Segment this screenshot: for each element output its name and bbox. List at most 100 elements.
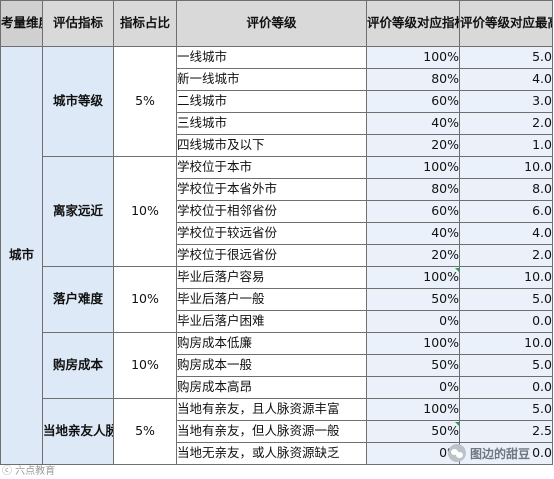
ratio-cell: 60%	[366, 90, 460, 113]
ratio-cell: 80%	[366, 178, 460, 201]
table-row: 毕业后落户一般 50% 5.0	[1, 288, 553, 311]
ratio-cell: 20%	[366, 134, 460, 157]
ratio-cell: 0%	[366, 442, 460, 465]
level-cell: 毕业后落户容易	[176, 266, 367, 289]
level-cell: 购房成本一般	[176, 354, 367, 377]
score-cell: 5.0	[459, 354, 553, 377]
level-cell: 二线城市	[176, 90, 367, 113]
ratio-cell: 100%	[366, 156, 460, 179]
ratio-cell: 100%	[366, 46, 460, 69]
comment-indicator-icon	[454, 421, 459, 426]
level-cell: 一线城市	[176, 46, 367, 69]
comment-indicator-icon	[454, 267, 459, 272]
indicator-cell: 落户难度	[42, 266, 114, 333]
ratio-cell: 100%	[366, 332, 460, 355]
table-row: 新一线城市 80% 4.0	[1, 68, 553, 91]
score-cell: 5.0	[459, 398, 553, 421]
header-weight: 指标占比	[113, 0, 177, 47]
score-cell: 10.0	[459, 332, 553, 355]
table-row: 学校位于很远省份 20% 2.0	[1, 244, 553, 267]
score-cell: 2.0	[459, 112, 553, 135]
table-row: 学校位于较远省份 40% 4.0	[1, 222, 553, 245]
ratio-cell: 40%	[366, 112, 460, 135]
indicator-cell: 购房成本	[42, 332, 114, 399]
table-body: 城市 城市等级 5% 一线城市 100% 5.0 新一线城市 80% 4.0 二线城市 60% 3.0…	[0, 46, 553, 465]
indicator-cell: 当地亲友人脉资源	[42, 398, 114, 465]
level-cell: 新一线城市	[176, 68, 367, 91]
score-cell: 5.0	[459, 288, 553, 311]
score-cell: 2.5	[459, 420, 553, 443]
table-row: 学校位于本省外市 80% 8.0	[1, 178, 553, 201]
level-cell: 购房成本高昂	[176, 376, 367, 399]
level-cell: 四线城市及以下	[176, 134, 367, 157]
score-cell: 0.0	[459, 376, 553, 399]
ratio-cell: 50%	[366, 354, 460, 377]
header-row: 考量维度 评估指标 指标占比 评价等级 评价等级对应指标最高比例 评价等级对应最…	[0, 0, 553, 47]
score-cell: 2.0	[459, 244, 553, 267]
table-row: 四线城市及以下 20% 1.0	[1, 134, 553, 157]
level-cell: 学校位于相邻省份	[176, 200, 367, 223]
weight-cell: 5%	[113, 398, 177, 465]
ratio-cell: 0%	[366, 310, 460, 333]
level-cell: 购房成本低廉	[176, 332, 367, 355]
level-cell: 学校位于本市	[176, 156, 367, 179]
level-cell: 学校位于较远省份	[176, 222, 367, 245]
indicator-cell: 离家远近	[42, 156, 114, 267]
score-cell: 0.0	[459, 442, 553, 465]
score-cell: 4.0	[459, 222, 553, 245]
ratio-cell: 50%	[366, 288, 460, 311]
level-cell: 学校位于本省外市	[176, 178, 367, 201]
table-row: 毕业后落户困难 0% 0.0	[1, 310, 553, 333]
table-row: 购房成本一般 50% 5.0	[1, 354, 553, 377]
score-cell: 4.0	[459, 68, 553, 91]
indicator-cell: 城市等级	[42, 46, 114, 157]
header-indicator: 评估指标	[42, 0, 114, 47]
weight-cell: 10%	[113, 156, 177, 267]
score-cell: 1.0	[459, 134, 553, 157]
watermark-right-text: 图边的甜豆	[470, 446, 531, 461]
weight-cell: 10%	[113, 332, 177, 399]
ratio-cell: 0%	[366, 376, 460, 399]
watermark-right: 图边的甜豆	[448, 444, 530, 462]
weight-cell: 10%	[113, 266, 177, 333]
table-row: 落户难度 10% 毕业后落户容易 100% 10.0	[1, 266, 553, 333]
weight-cell: 5%	[113, 46, 177, 157]
wechat-icon	[448, 444, 466, 462]
table-row: 城市 城市等级 5% 一线城市 100% 5.0	[0, 46, 553, 465]
ratio-cell: 100%	[366, 398, 460, 421]
level-cell: 毕业后落户困难	[176, 310, 367, 333]
ratio-cell: 60%	[366, 200, 460, 223]
dimension-cell: 城市	[0, 46, 43, 465]
score-cell: 10.0	[459, 156, 553, 179]
score-cell: 0.0	[459, 310, 553, 333]
header-level: 评价等级	[176, 0, 367, 47]
table-row: 离家远近 10% 学校位于本市 100% 10.0	[1, 156, 553, 267]
score-cell: 5.0	[459, 46, 553, 69]
table-row: 购房成本 10% 购房成本低廉 100% 10.0	[1, 332, 553, 399]
table-row: 二线城市 60% 3.0	[1, 90, 553, 113]
watermark-left: ⓒ 六点教育	[2, 466, 56, 477]
level-cell: 学校位于很远省份	[176, 244, 367, 267]
level-cell: 当地无亲友，或人脉资源缺乏	[176, 442, 367, 465]
ratio-cell: 40%	[366, 222, 460, 245]
table-row: 当地有亲友，但人脉资源一般 50% 2.5	[1, 420, 553, 443]
ratio-cell: 50%	[366, 420, 460, 443]
header-dimension: 考量维度	[0, 0, 43, 47]
ratio-cell: 20%	[366, 244, 460, 267]
header-ratio: 评价等级对应指标最高比例	[366, 0, 460, 47]
score-cell: 10.0	[459, 266, 553, 289]
ratio-cell: 80%	[366, 68, 460, 91]
header-score: 评价等级对应最高分值	[459, 0, 553, 47]
ratio-cell: 100%	[366, 266, 460, 289]
score-cell: 3.0	[459, 90, 553, 113]
score-cell: 8.0	[459, 178, 553, 201]
level-cell: 三线城市	[176, 112, 367, 135]
score-cell: 6.0	[459, 200, 553, 223]
level-cell: 当地有亲友，且人脉资源丰富	[176, 398, 367, 421]
level-cell: 毕业后落户一般	[176, 288, 367, 311]
table-row: 购房成本高昂 0% 0.0	[1, 376, 553, 399]
level-cell: 当地有亲友，但人脉资源一般	[176, 420, 367, 443]
table-row: 学校位于相邻省份 60% 6.0	[1, 200, 553, 223]
